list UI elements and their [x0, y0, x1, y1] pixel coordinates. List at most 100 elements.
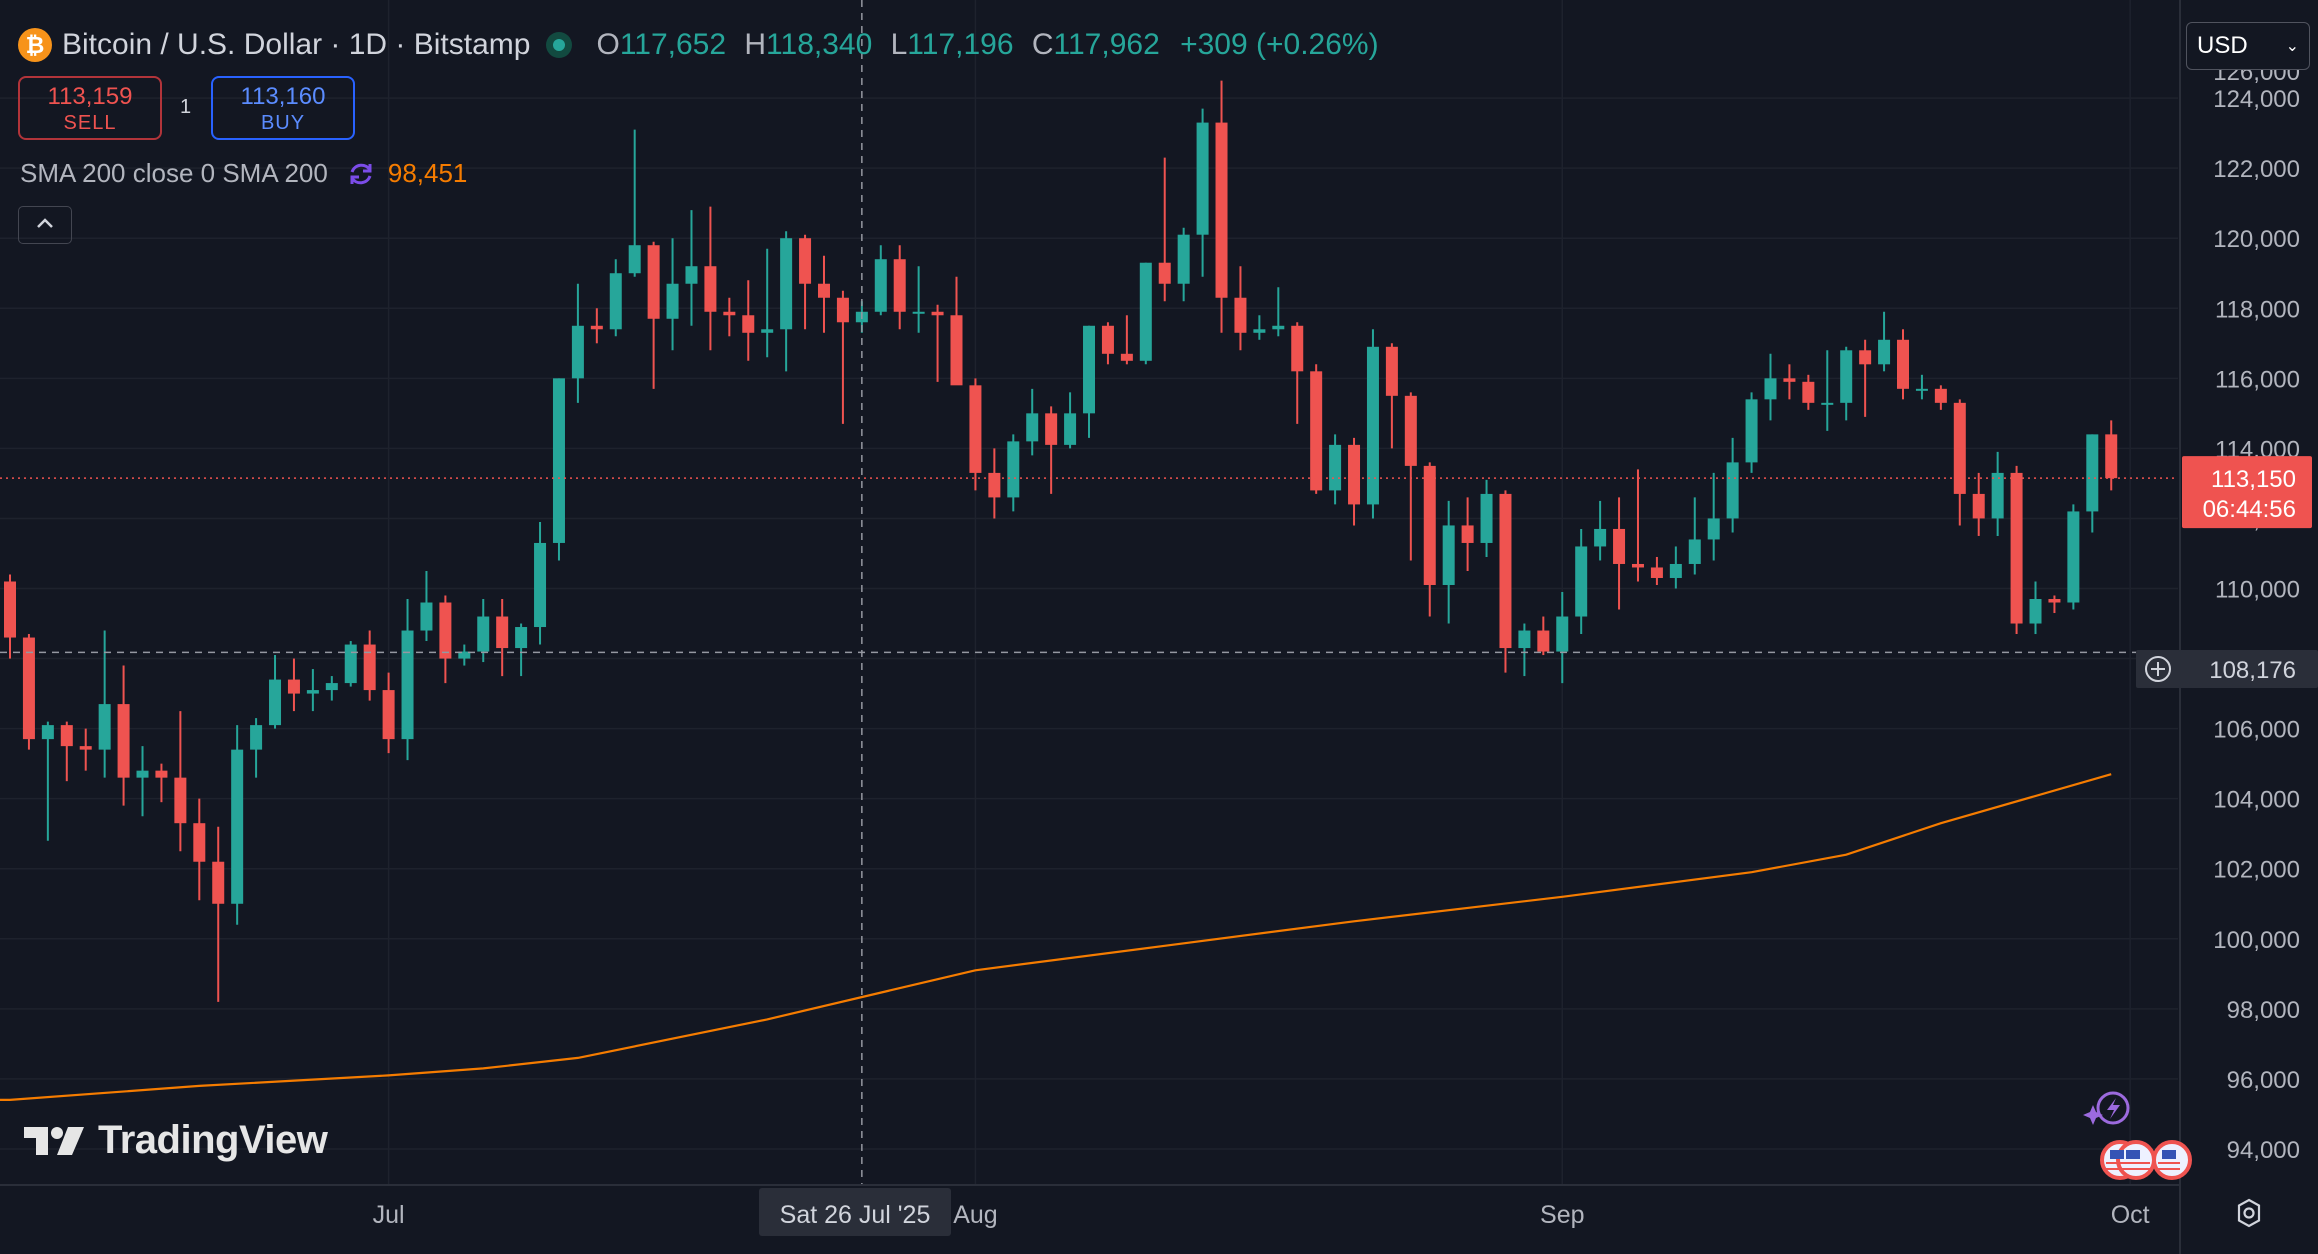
- candle-body: [534, 542, 547, 628]
- candle: [1083, 325, 1096, 438]
- candle: [250, 718, 263, 778]
- candle-body: [988, 472, 1001, 498]
- time-axis[interactable]: Jul Aug Sep Oct: [373, 1201, 2150, 1229]
- currency-value: USD: [2197, 32, 2248, 59]
- candle-body: [1688, 539, 1701, 564]
- candle-body: [1215, 122, 1228, 298]
- candle: [723, 297, 736, 337]
- candle-body: [1007, 441, 1020, 498]
- sell-button[interactable]: 113,159 SELL: [18, 76, 162, 140]
- candle-body: [1158, 262, 1171, 284]
- low-key: L: [890, 28, 908, 61]
- buy-price: 113,160: [240, 83, 326, 110]
- price-axis[interactable]: 94,000 96,000 98,000 100,000 102,000 104,000 1…: [2213, 59, 2300, 1164]
- candle-body: [1404, 395, 1417, 466]
- candle: [1480, 479, 1493, 557]
- candle-body: [2105, 434, 2118, 479]
- candle: [969, 378, 982, 491]
- candle: [1991, 451, 2004, 536]
- time-tick-label: Oct: [2111, 1201, 2150, 1229]
- candle: [174, 711, 187, 852]
- candle-body: [647, 245, 660, 319]
- indicator-value: 98,451: [387, 158, 468, 188]
- price-tick-label: 118,000: [2215, 296, 2300, 323]
- candle: [1802, 374, 1815, 410]
- economic-events-flags-icon[interactable]: [2100, 1140, 2192, 1180]
- candle: [1253, 315, 1266, 340]
- candle-body: [1897, 339, 1909, 389]
- candle-body: [1972, 493, 1985, 519]
- candle-body: [22, 637, 35, 740]
- candle: [1329, 434, 1342, 505]
- candle-body: [1083, 325, 1096, 414]
- candle-body: [1291, 325, 1304, 372]
- symbol-title[interactable]: Bitcoin / U.S. Dollar · 1D · Bitstamp: [62, 28, 531, 61]
- candle-body: [1366, 346, 1379, 505]
- candle: [1556, 592, 1569, 684]
- axis-badges: Sat 26 Jul '25 108,176 113,150 06:44:56: [759, 456, 2318, 1236]
- candle-body: [41, 725, 54, 740]
- tradingview-logo[interactable]: TradingView: [24, 1118, 328, 1163]
- candle-body: [1821, 402, 1834, 405]
- candle: [817, 255, 830, 333]
- last-price-label: 113,150: [2211, 466, 2296, 493]
- candle-body: [2010, 472, 2023, 624]
- candle-body: [439, 602, 452, 659]
- currency-select[interactable]: USD ⌄: [2186, 22, 2310, 70]
- price-tick-label: 124,000: [2213, 86, 2300, 113]
- buy-button[interactable]: 113,160 BUY: [211, 76, 355, 140]
- candle: [325, 676, 338, 701]
- candle: [1045, 406, 1058, 494]
- grid-lines: [0, 0, 2178, 1184]
- candle-body: [628, 245, 641, 274]
- candle-body: [344, 644, 357, 684]
- candle: [515, 623, 528, 677]
- price-tick-label: 106,000: [2213, 717, 2300, 744]
- candle: [1026, 388, 1039, 456]
- candle-body: [761, 329, 774, 333]
- sma-200-series: [0, 773, 2112, 1102]
- price-tick-label: 122,000: [2213, 156, 2300, 183]
- candle: [1915, 374, 1928, 400]
- candle: [1897, 329, 1909, 400]
- candle-body: [1234, 297, 1247, 333]
- candle: [1461, 497, 1474, 571]
- candle: [534, 521, 547, 645]
- candle: [1310, 364, 1323, 494]
- candle: [2086, 434, 2099, 533]
- candle-body: [269, 679, 282, 726]
- candle: [1007, 434, 1020, 512]
- candle: [2067, 504, 2080, 610]
- low-value: 117,196: [907, 28, 1014, 61]
- candle-body: [515, 627, 528, 649]
- crosshair-date-label: Sat 26 Jul '25: [780, 1201, 931, 1229]
- gear-icon[interactable]: [2234, 1198, 2264, 1228]
- order-quantity[interactable]: 1: [180, 96, 192, 118]
- candle: [780, 231, 793, 372]
- candle: [742, 280, 755, 361]
- candle: [1669, 546, 1682, 589]
- sma-200-line: [0, 773, 2112, 1102]
- candle-body: [1101, 325, 1114, 354]
- candle-body: [609, 273, 622, 330]
- candle: [685, 210, 698, 326]
- price-tick-label: 100,000: [2213, 927, 2300, 954]
- last-price-badge: [2182, 456, 2312, 529]
- collapse-legend-button[interactable]: [18, 206, 72, 244]
- candle-body: [1878, 339, 1891, 365]
- candle: [647, 241, 660, 389]
- candle-body: [420, 602, 433, 631]
- ideas-icon[interactable]: [2083, 1091, 2130, 1125]
- candle: [1064, 392, 1077, 449]
- candle-body: [1915, 388, 1928, 391]
- add-alert-plus-icon[interactable]: [2145, 656, 2171, 682]
- indicator-legend[interactable]: SMA 200 close 0 SMA 200 98,451: [20, 158, 467, 189]
- crosshair-date-badge: [759, 1188, 951, 1236]
- candle: [874, 245, 887, 316]
- crosshair-and-price-lines: [0, 0, 2178, 1184]
- candle-body: [193, 823, 206, 862]
- candle: [1518, 623, 1531, 677]
- candle: [1404, 392, 1417, 561]
- time-tick-label: Aug: [953, 1201, 997, 1229]
